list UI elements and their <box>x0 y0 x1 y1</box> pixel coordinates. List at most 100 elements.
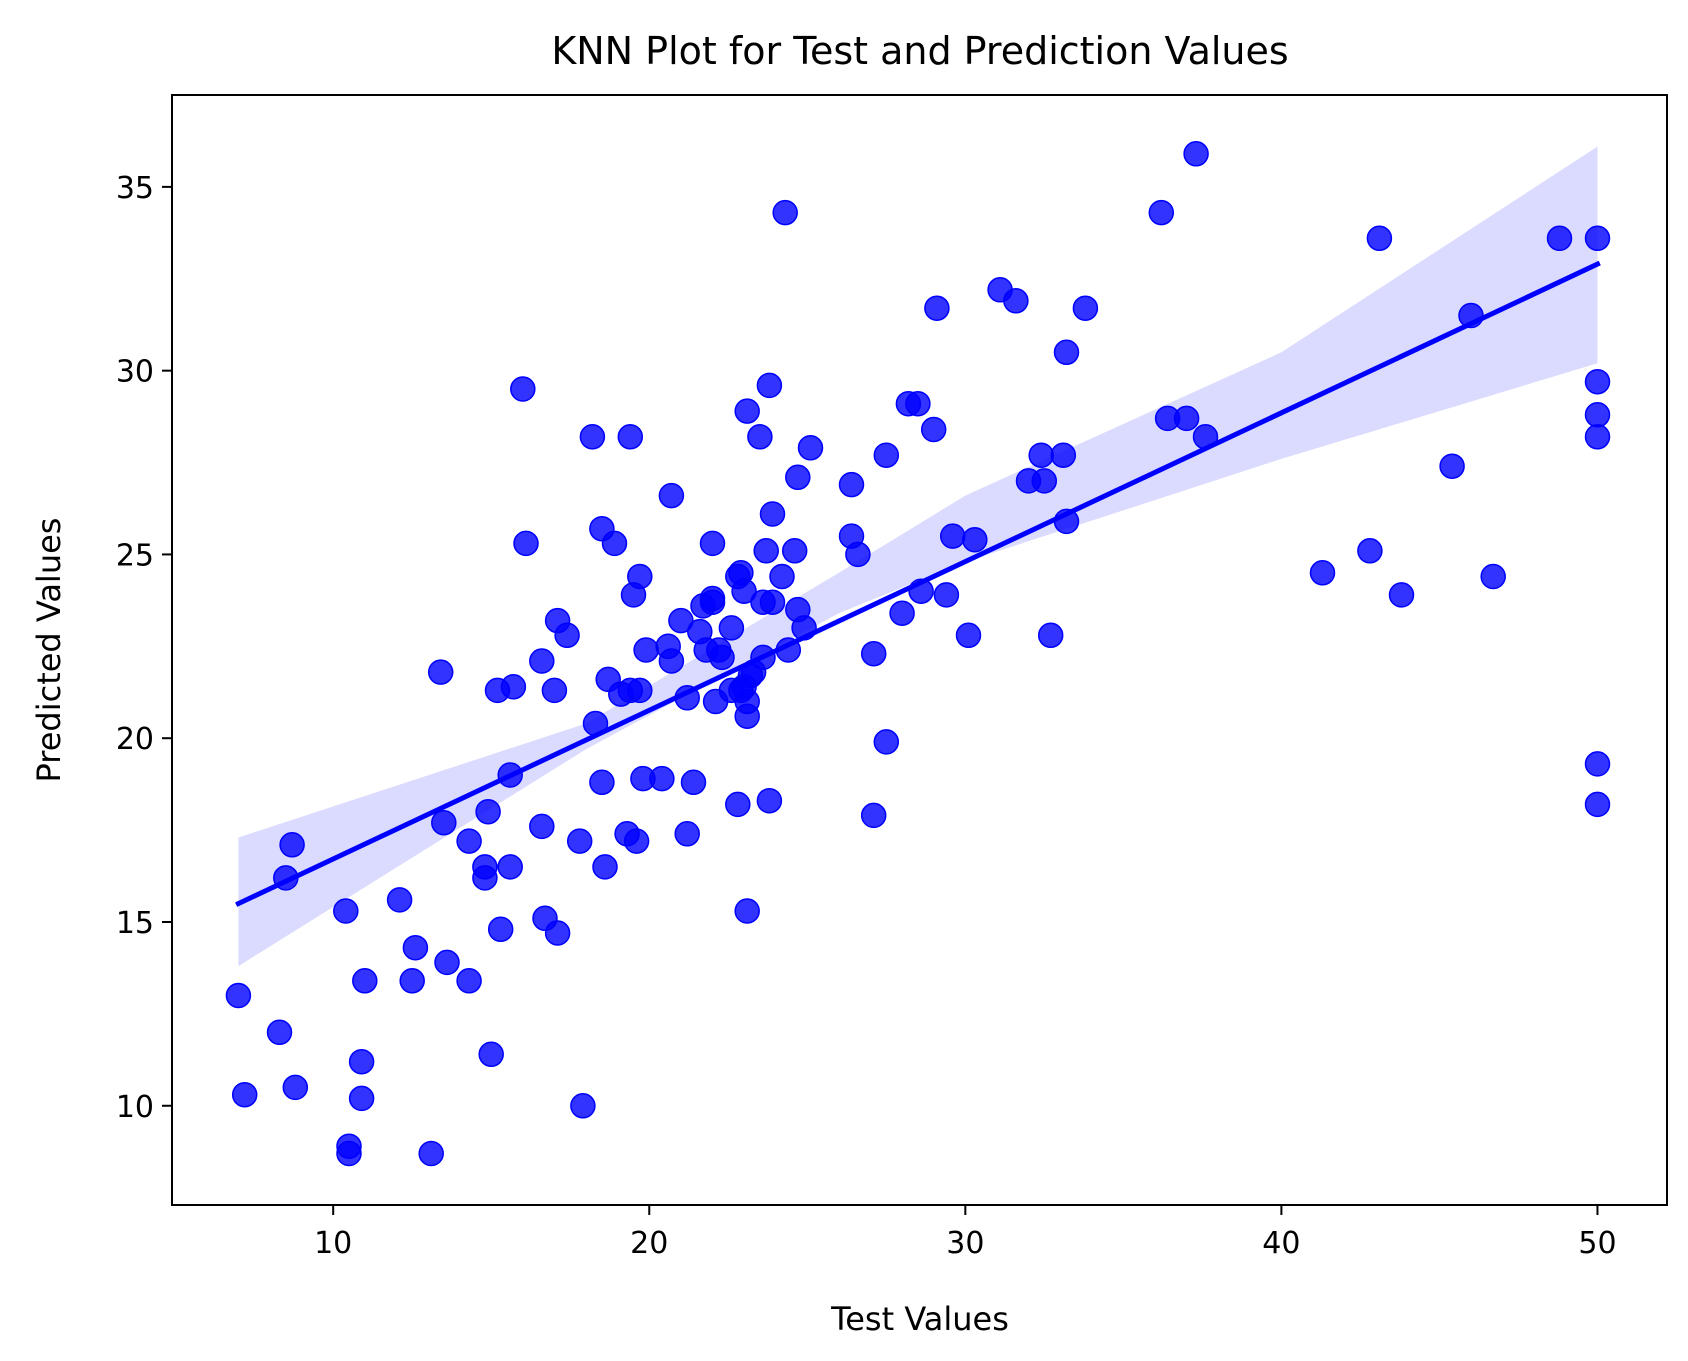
scatter-point <box>658 482 685 509</box>
scatter-point <box>617 424 644 450</box>
scatter-point <box>1546 225 1573 252</box>
scatter-point <box>1480 563 1506 590</box>
scatter-point <box>544 920 571 946</box>
scatter-point <box>472 865 498 891</box>
scatter-point <box>348 1085 375 1112</box>
scatter-point <box>838 471 865 498</box>
scatter-point <box>1173 405 1200 432</box>
scatter-point <box>510 376 536 402</box>
scatter-point <box>772 199 798 226</box>
scatter-point <box>402 934 429 961</box>
scatter-point <box>785 464 811 491</box>
scatter-point <box>231 1081 258 1108</box>
scatter-point <box>860 640 887 667</box>
scatter-point <box>623 828 650 854</box>
scatter-point <box>658 648 685 674</box>
scatter-point <box>1050 442 1077 468</box>
x-axis-label: Test Values <box>830 1300 1009 1338</box>
scatter-point <box>1388 582 1415 608</box>
scatter-point <box>1053 339 1080 366</box>
scatter-point <box>529 648 555 674</box>
scatter-point <box>734 703 760 729</box>
scatter-point <box>1037 622 1064 649</box>
scatter-point <box>860 802 887 829</box>
scatter-point <box>592 854 618 880</box>
y-tick-label: 25 <box>116 538 154 573</box>
scatter-point <box>225 982 252 1009</box>
scatter-point <box>487 916 514 943</box>
scatter-point <box>759 501 786 527</box>
confidence-band <box>238 146 1598 967</box>
scatter-point <box>570 1093 596 1119</box>
scatter-point <box>747 424 773 450</box>
scatter-point <box>513 530 539 557</box>
scatter-point <box>541 677 568 704</box>
x-tick-label: 10 <box>314 1226 352 1261</box>
scatter-point <box>566 828 593 854</box>
scatter-point <box>873 442 900 468</box>
scatter-point <box>709 644 735 671</box>
scatter-point <box>1584 791 1611 818</box>
scatter-point <box>348 1048 375 1075</box>
scatter-point <box>1366 225 1393 252</box>
scatter-point <box>500 674 527 700</box>
scatter-point <box>674 821 700 847</box>
scatter-point <box>649 765 675 792</box>
scatter-point <box>1584 402 1611 428</box>
confidence-band-layer <box>238 146 1598 967</box>
scatter-point <box>1148 199 1175 226</box>
scatter-point <box>431 809 457 836</box>
scatter-point <box>845 541 871 568</box>
scatter-points-layer <box>225 141 1611 1167</box>
scatter-point <box>386 887 413 913</box>
regression-line-layer <box>235 260 1601 907</box>
scatter-point <box>456 968 482 994</box>
scatter-point <box>336 1140 362 1167</box>
scatter-point <box>529 813 555 840</box>
scatter-point <box>434 949 460 976</box>
scatter-point <box>955 622 982 649</box>
scatter-point <box>756 372 783 399</box>
y-axis-ticks: 10 15 20 25 30 35 <box>116 171 172 1125</box>
scatter-point <box>456 828 482 854</box>
scatter-point <box>1028 442 1054 468</box>
chart-title: KNN Plot for Test and Prediction Values <box>551 29 1288 73</box>
y-tick-label: 30 <box>116 355 154 390</box>
x-tick-label: 40 <box>1262 1226 1300 1261</box>
scatter-point <box>718 615 745 641</box>
scatter-point <box>939 523 966 549</box>
y-tick-label: 35 <box>116 171 154 206</box>
scatter-point <box>668 607 694 634</box>
regression-line <box>235 260 1601 907</box>
y-tick-label: 20 <box>116 722 154 757</box>
scatter-point <box>1003 288 1029 314</box>
plot-frame <box>171 94 1668 1206</box>
scatter-point <box>759 589 786 615</box>
scatter-point <box>601 530 628 557</box>
scatter-point <box>781 538 808 564</box>
y-tick-label: 15 <box>116 906 154 941</box>
scatter-point <box>699 530 726 557</box>
scatter-point <box>1183 141 1209 167</box>
scatter-point <box>627 563 653 590</box>
scatter-point <box>734 398 760 424</box>
scatter-point <box>418 1140 444 1167</box>
scatter-point <box>699 589 726 615</box>
scatter-point <box>633 637 659 663</box>
y-tick-label: 10 <box>116 1090 154 1125</box>
scatter-point <box>427 659 454 685</box>
scatter-point <box>920 416 947 443</box>
y-axis-label: Predicted Values <box>30 518 68 783</box>
scatter-point <box>731 578 757 604</box>
scatter-point <box>680 769 707 796</box>
scatter-point <box>279 832 305 858</box>
scatter-point <box>797 435 824 461</box>
scatter-point <box>352 968 378 994</box>
scatter-point <box>725 791 751 818</box>
scatter-point <box>889 600 915 626</box>
scatter-point <box>962 526 988 553</box>
scatter-point <box>756 787 783 814</box>
x-tick-label: 50 <box>1578 1226 1616 1261</box>
